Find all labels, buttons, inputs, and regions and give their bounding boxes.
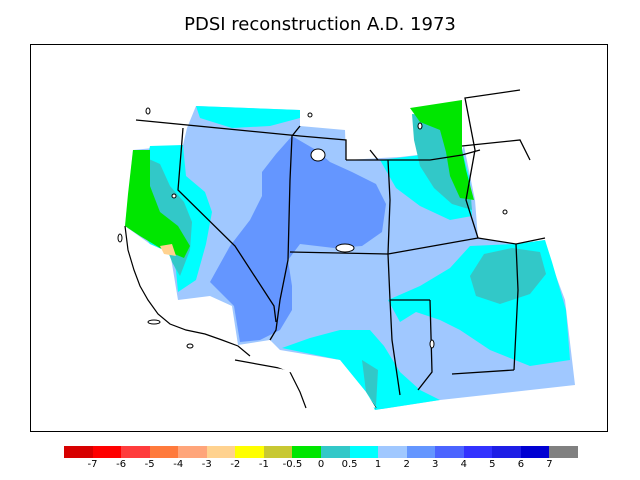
- legend-label: -3: [201, 459, 212, 470]
- legend-swatch: [378, 446, 408, 458]
- legend-label: 1: [374, 459, 382, 470]
- legend-label: -4: [173, 459, 184, 470]
- region-class-0-5-south: [362, 360, 378, 406]
- region-class-minus-2: [160, 244, 176, 256]
- legend-label: -6: [116, 459, 127, 470]
- legend-label: 3: [432, 459, 439, 470]
- legend-label: -5: [144, 459, 155, 470]
- mexico-area: [250, 352, 376, 408]
- legend-label: 2: [403, 459, 410, 470]
- legend-swatch: [492, 446, 522, 458]
- region-class-0-wyoming: [410, 100, 474, 200]
- legend-swatch: [149, 446, 179, 458]
- legend-swatch: [178, 446, 208, 458]
- region-class-1-south: [282, 330, 440, 410]
- legend-swatch: [321, 446, 351, 458]
- legend-label: 6: [517, 459, 525, 470]
- legend-swatch: [549, 446, 579, 458]
- legend-label: -2: [230, 459, 241, 470]
- legend-swatch: [406, 446, 436, 458]
- legend-swatch: [435, 446, 465, 458]
- legend-swatch: [235, 446, 265, 458]
- legend-swatch: [92, 446, 122, 458]
- region-class-0-oregon: [125, 150, 190, 258]
- legend-swatch: [64, 446, 94, 458]
- map-title: PDSI reconstruction A.D. 1973: [184, 14, 456, 35]
- legend-swatch: [292, 446, 322, 458]
- legend-label: 5: [489, 459, 496, 470]
- legend-label: -0.5: [282, 459, 303, 470]
- region-class-1-north: [196, 106, 300, 128]
- legend-label: 0: [317, 459, 325, 470]
- region-class-0-5-colorado: [470, 248, 546, 304]
- state-borders: [135, 89, 546, 396]
- legend-label: 4: [460, 459, 467, 470]
- legend-swatch: [349, 446, 379, 458]
- legend-swatch: [263, 446, 293, 458]
- legend-swatch: [520, 446, 550, 458]
- legend-swatch: [121, 446, 151, 458]
- legend-label: -7: [87, 459, 98, 470]
- legend-label: -1: [258, 459, 269, 470]
- region-class-3-central: [210, 136, 386, 342]
- legend-label: 0.5: [341, 459, 358, 470]
- legend-label: 7: [546, 459, 553, 470]
- color-legend: [64, 446, 579, 458]
- map-frame: [30, 44, 608, 432]
- legend-swatch: [463, 446, 493, 458]
- lakes: [117, 107, 508, 349]
- legend-swatch: [206, 446, 236, 458]
